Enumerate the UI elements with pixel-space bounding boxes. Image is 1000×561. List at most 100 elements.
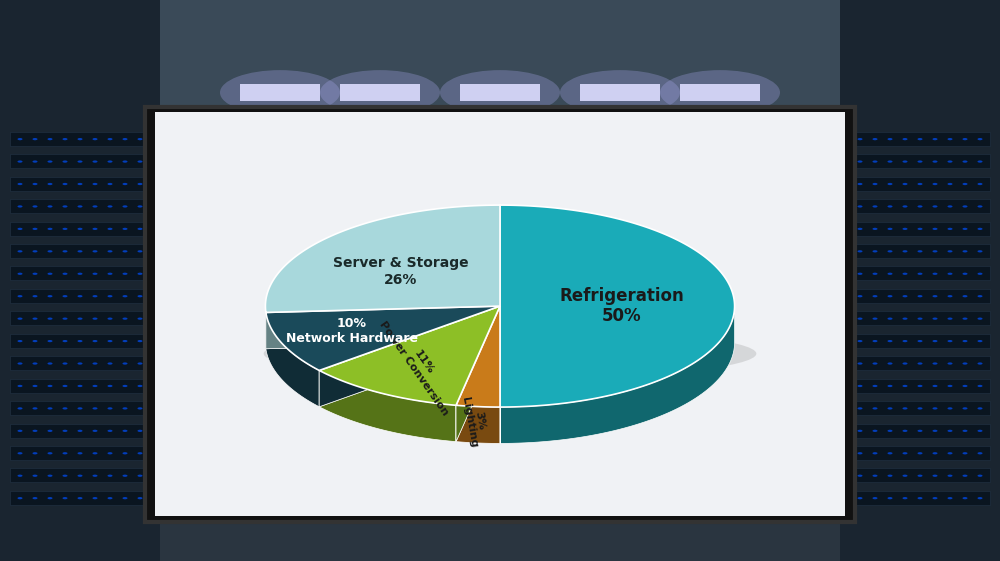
Bar xyxy=(0,0,160,561)
Bar xyxy=(580,84,660,101)
Ellipse shape xyxy=(18,138,22,140)
Ellipse shape xyxy=(440,70,560,115)
Bar xyxy=(10,356,150,370)
Ellipse shape xyxy=(123,407,128,410)
Ellipse shape xyxy=(78,430,83,432)
Ellipse shape xyxy=(48,475,52,477)
Ellipse shape xyxy=(858,138,862,140)
Bar xyxy=(850,424,990,438)
Ellipse shape xyxy=(858,273,862,275)
Ellipse shape xyxy=(108,250,113,252)
Ellipse shape xyxy=(264,328,756,379)
Ellipse shape xyxy=(48,430,52,432)
Ellipse shape xyxy=(93,452,98,454)
Ellipse shape xyxy=(888,340,893,342)
Ellipse shape xyxy=(963,318,968,320)
Ellipse shape xyxy=(123,138,128,140)
Ellipse shape xyxy=(932,497,938,499)
Polygon shape xyxy=(456,306,500,407)
Ellipse shape xyxy=(138,385,143,387)
Ellipse shape xyxy=(123,295,128,297)
Ellipse shape xyxy=(888,138,893,140)
Ellipse shape xyxy=(138,273,143,275)
Bar xyxy=(10,132,150,146)
Ellipse shape xyxy=(63,138,68,140)
Ellipse shape xyxy=(63,475,68,477)
Ellipse shape xyxy=(108,160,113,163)
Ellipse shape xyxy=(963,205,968,208)
Ellipse shape xyxy=(93,475,98,477)
Ellipse shape xyxy=(78,205,83,208)
Ellipse shape xyxy=(48,340,52,342)
Bar xyxy=(10,222,150,236)
Bar xyxy=(10,334,150,348)
Ellipse shape xyxy=(963,340,968,342)
Ellipse shape xyxy=(18,385,22,387)
Ellipse shape xyxy=(888,385,893,387)
Polygon shape xyxy=(319,306,500,407)
Polygon shape xyxy=(265,205,500,312)
Bar xyxy=(10,424,150,438)
Ellipse shape xyxy=(918,362,922,365)
Bar xyxy=(10,491,150,505)
Bar xyxy=(680,84,760,101)
Ellipse shape xyxy=(858,475,862,477)
Ellipse shape xyxy=(48,273,52,275)
Ellipse shape xyxy=(932,273,938,275)
Ellipse shape xyxy=(963,183,968,185)
Ellipse shape xyxy=(48,295,52,297)
Bar xyxy=(850,266,990,280)
Ellipse shape xyxy=(963,452,968,454)
Ellipse shape xyxy=(918,475,922,477)
Ellipse shape xyxy=(48,407,52,410)
Ellipse shape xyxy=(963,362,968,365)
Ellipse shape xyxy=(18,497,22,499)
Text: 10%
Network Hardware: 10% Network Hardware xyxy=(286,318,418,346)
Ellipse shape xyxy=(918,497,922,499)
Ellipse shape xyxy=(858,318,862,320)
Ellipse shape xyxy=(888,160,893,163)
Ellipse shape xyxy=(138,475,143,477)
Ellipse shape xyxy=(888,452,893,454)
Bar xyxy=(10,154,150,168)
Ellipse shape xyxy=(858,160,862,163)
Ellipse shape xyxy=(918,228,922,230)
Ellipse shape xyxy=(902,362,908,365)
Ellipse shape xyxy=(932,250,938,252)
Ellipse shape xyxy=(902,138,908,140)
Ellipse shape xyxy=(18,318,22,320)
Ellipse shape xyxy=(63,430,68,432)
Ellipse shape xyxy=(888,475,893,477)
Ellipse shape xyxy=(978,318,983,320)
Ellipse shape xyxy=(78,250,83,252)
Polygon shape xyxy=(456,405,500,443)
Ellipse shape xyxy=(138,318,143,320)
Ellipse shape xyxy=(858,183,862,185)
Polygon shape xyxy=(266,306,500,370)
Ellipse shape xyxy=(948,160,953,163)
Polygon shape xyxy=(456,306,500,442)
Ellipse shape xyxy=(108,475,113,477)
Ellipse shape xyxy=(902,228,908,230)
Ellipse shape xyxy=(138,407,143,410)
Ellipse shape xyxy=(932,430,938,432)
FancyBboxPatch shape xyxy=(155,112,845,516)
Ellipse shape xyxy=(78,183,83,185)
Polygon shape xyxy=(266,312,319,407)
Ellipse shape xyxy=(18,430,22,432)
Ellipse shape xyxy=(948,430,953,432)
Ellipse shape xyxy=(888,250,893,252)
Ellipse shape xyxy=(902,497,908,499)
Ellipse shape xyxy=(948,407,953,410)
Ellipse shape xyxy=(78,273,83,275)
Ellipse shape xyxy=(858,430,862,432)
Ellipse shape xyxy=(32,250,38,252)
Ellipse shape xyxy=(93,138,98,140)
Ellipse shape xyxy=(932,340,938,342)
Ellipse shape xyxy=(123,160,128,163)
Ellipse shape xyxy=(123,318,128,320)
Ellipse shape xyxy=(872,497,878,499)
Ellipse shape xyxy=(888,205,893,208)
Ellipse shape xyxy=(918,183,922,185)
Polygon shape xyxy=(500,306,735,443)
